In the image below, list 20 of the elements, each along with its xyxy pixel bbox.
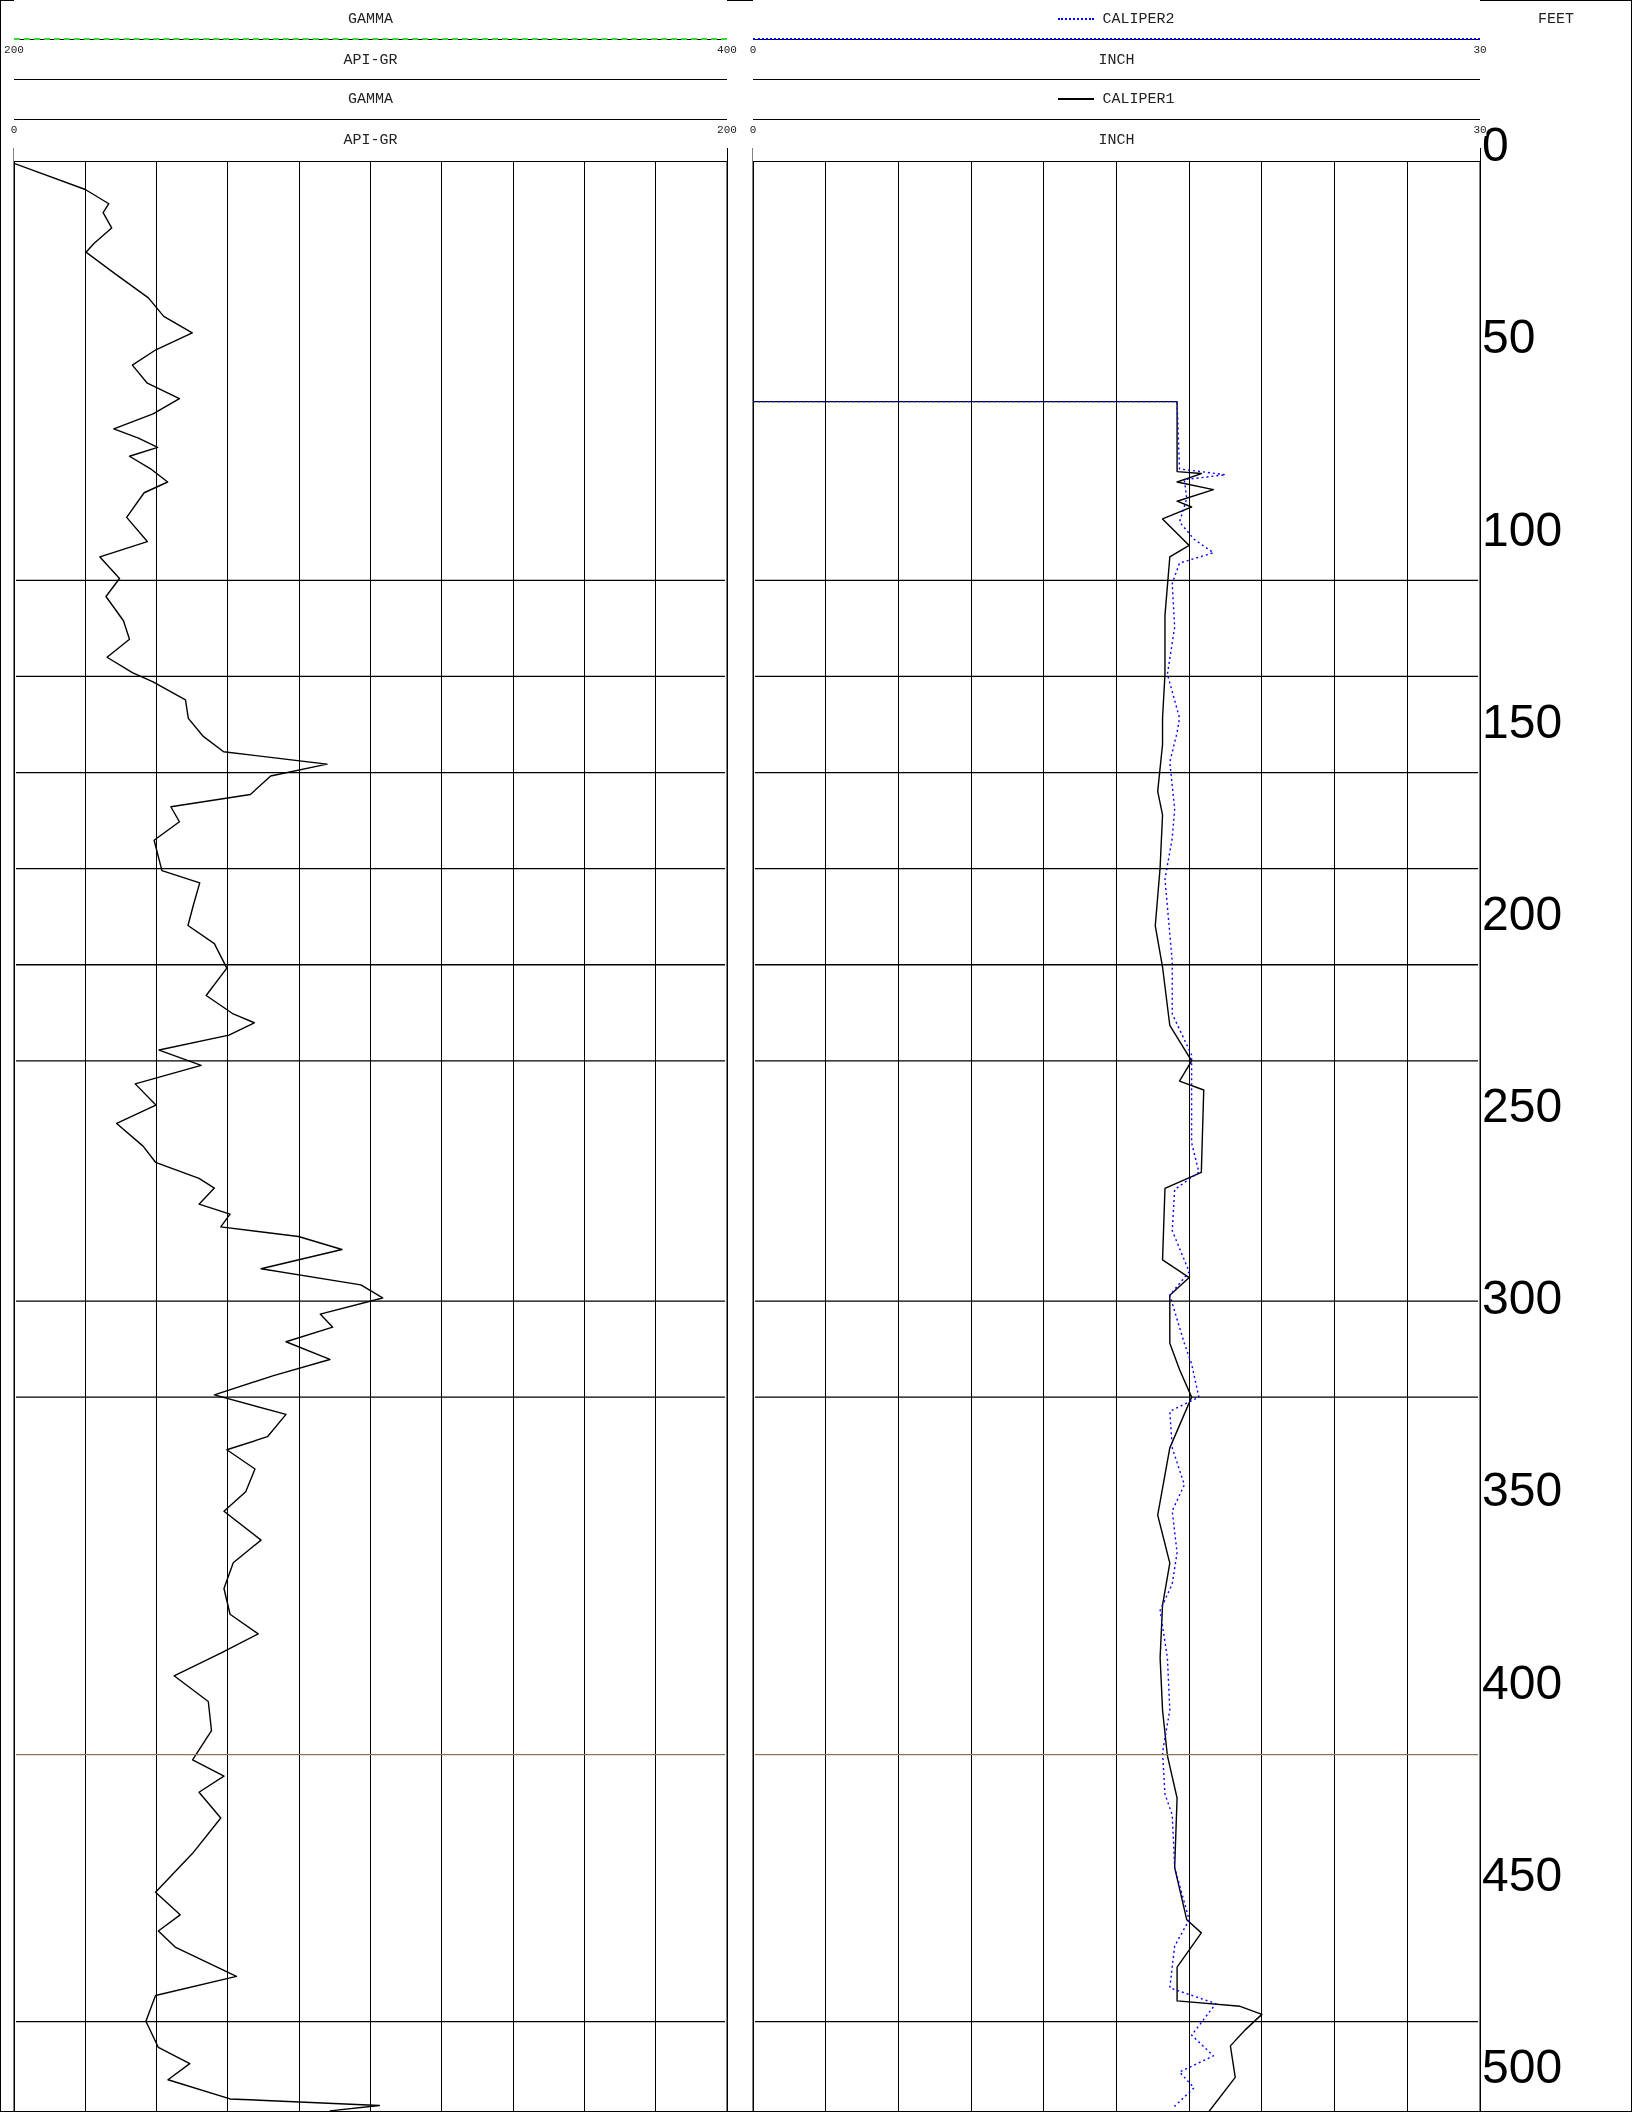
y-tick-label: 50 [1482,310,1536,364]
y-tick-label: 200 [1482,886,1563,940]
y-tick-label: 300 [1482,1271,1563,1325]
y-axis-title: FEET [1537,10,1575,30]
legend-label: CALIPER2 [1101,11,1176,28]
y-tick-label: 100 [1482,502,1563,556]
x2-tick-label: 400 [717,44,737,56]
y-tick-label: 500 [1482,2039,1563,2093]
text: GAMMA [347,91,394,108]
chart-title: GAMMA [347,11,394,28]
y-tick-label: 400 [1482,1655,1563,1709]
y-tick-label: 450 [1482,1847,1563,1901]
x2-axis-title: API-GR [343,52,398,69]
y-tick-label: 150 [1482,694,1563,748]
x-axis-title: API-GR [343,132,398,149]
y-tick-label: 350 [1482,1463,1563,1517]
x-axis-title: INCH [1098,132,1135,149]
legend-label: CALIPER1 [1101,91,1176,108]
y-tick-label: 250 [1482,1079,1563,1133]
x2-axis-title: INCH [1098,52,1135,69]
